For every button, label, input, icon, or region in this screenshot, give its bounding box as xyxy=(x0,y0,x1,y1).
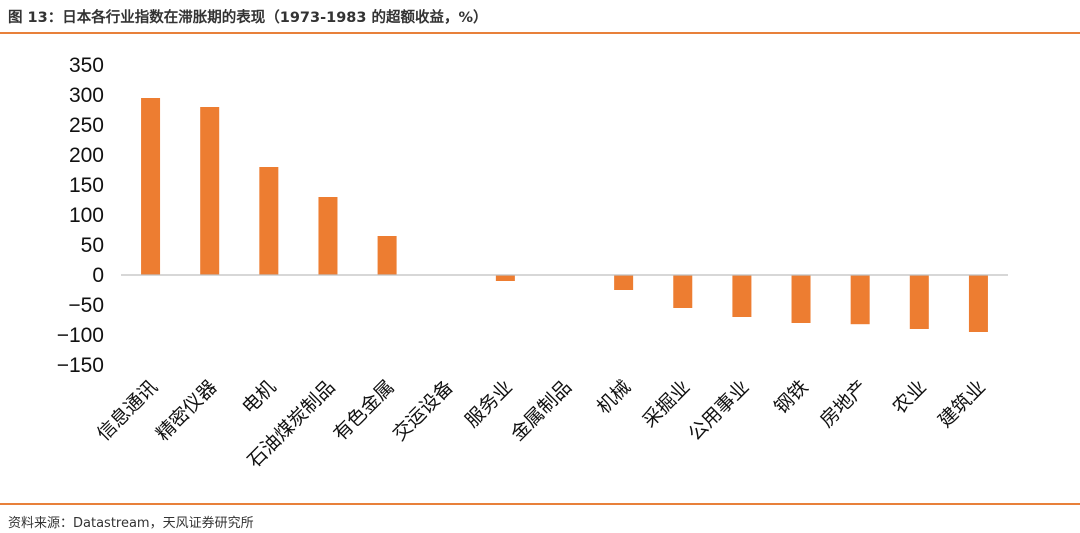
bar xyxy=(968,275,988,332)
bar xyxy=(614,275,634,290)
x-tick-label: 有色金属 xyxy=(329,376,398,445)
bar xyxy=(673,275,693,308)
x-tick-label: 金属制品 xyxy=(507,376,576,445)
x-tick-label: 钢铁 xyxy=(770,376,812,418)
bar xyxy=(377,236,397,275)
top-divider xyxy=(0,32,1080,34)
x-tick-label: 采掘业 xyxy=(638,376,694,432)
x-tick-label: 电机 xyxy=(238,376,280,418)
bar xyxy=(141,98,161,275)
y-tick-label: 200 xyxy=(69,144,104,167)
bar xyxy=(850,275,870,325)
x-tick-label: 建筑业 xyxy=(934,376,990,432)
bottom-divider xyxy=(0,503,1080,505)
x-tick-label: 精密仪器 xyxy=(152,376,221,445)
y-tick-label: −50 xyxy=(68,294,104,317)
source-note: 资料来源：Datastream，天风证券研究所 xyxy=(8,516,254,531)
bar-chart: 350 300 250 200 150 100 50 0 −50 −100 −150信息通讯精密仪器… xyxy=(57,54,1008,472)
y-tick-label: 300 xyxy=(69,84,104,107)
y-tick-label: 100 xyxy=(69,204,104,227)
x-tick-label: 信息通讯 xyxy=(93,376,162,445)
y-tick-label: 0 xyxy=(92,264,104,287)
x-tick-label: 服务业 xyxy=(461,376,517,432)
bar xyxy=(732,275,752,317)
bar xyxy=(318,197,338,275)
bar xyxy=(909,275,929,329)
bar xyxy=(495,275,515,281)
bar xyxy=(200,107,220,275)
figure-title: 图 13：日本各行业指数在滞胀期的表现（1973-1983 的超额收益，%） xyxy=(8,10,488,26)
y-tick-label: 50 xyxy=(81,234,104,257)
y-tick-label: 150 xyxy=(69,174,104,197)
y-tick-label: 350 xyxy=(69,54,104,77)
x-tick-label: 房地产 xyxy=(816,376,872,432)
bar xyxy=(259,167,279,275)
x-tick-label: 机械 xyxy=(593,376,635,418)
y-tick-label: −100 xyxy=(57,324,104,347)
x-tick-label: 农业 xyxy=(888,376,930,418)
x-tick-label: 公用事业 xyxy=(684,376,753,445)
bar xyxy=(791,275,811,323)
y-tick-label: −150 xyxy=(57,354,104,377)
y-tick-label: 250 xyxy=(69,114,104,137)
x-tick-label: 交运设备 xyxy=(388,376,457,445)
